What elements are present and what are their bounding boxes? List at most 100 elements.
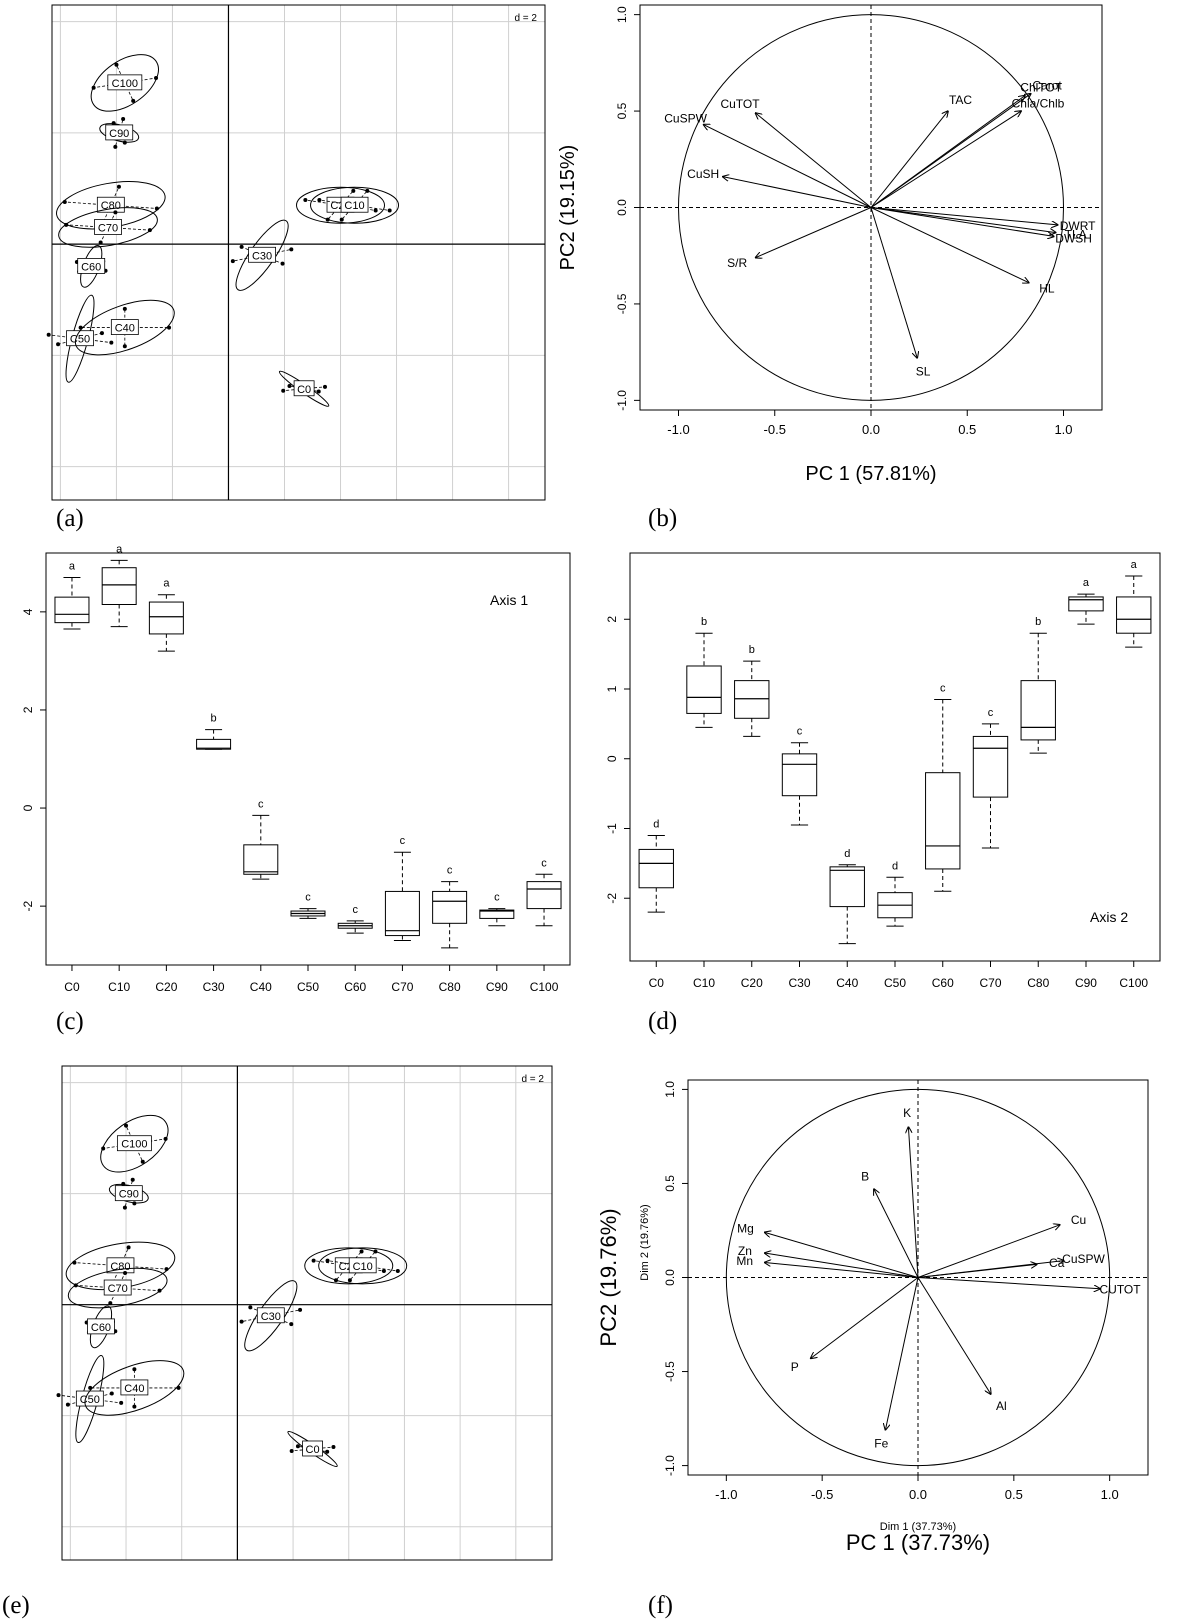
sample-point: [88, 1385, 93, 1390]
significance-letter: a: [116, 543, 123, 555]
sample-point: [123, 1270, 128, 1275]
significance-letter: b: [701, 616, 707, 628]
variable-label: DWSH: [1055, 232, 1092, 246]
loading-arrow: [811, 1277, 919, 1359]
scale-label: d = 2: [514, 13, 537, 24]
group-label-box: [114, 1185, 143, 1202]
spoke-line: [283, 388, 305, 392]
group-label: C40: [124, 1383, 144, 1395]
x-tick-label: C100: [1119, 976, 1148, 990]
sample-point: [163, 1136, 168, 1141]
sample-point: [154, 206, 159, 211]
variable-label: HL: [1039, 282, 1055, 296]
variable-label: TLA: [1065, 227, 1087, 241]
group-label: C30: [261, 1311, 281, 1323]
sample-point: [140, 1159, 145, 1164]
y-axis-label: PC2 (19.76%): [596, 1208, 621, 1346]
loading-arrow: [870, 207, 917, 358]
box-body: [432, 890, 468, 924]
sample-point: [131, 98, 136, 103]
panel-label-c: (c): [56, 1008, 84, 1035]
box-body: [196, 738, 232, 750]
box-body: [148, 601, 184, 635]
x-axis-sublabel: Dim 1 (37.73%): [880, 1521, 956, 1533]
x-tick-label: -0.5: [811, 1487, 833, 1502]
sample-point: [154, 76, 159, 81]
sample-point: [387, 208, 392, 213]
significance-letter: b: [1035, 616, 1041, 628]
sample-point: [122, 344, 127, 349]
x-tick-label: C20: [155, 980, 177, 994]
variable-label: Fe: [874, 1437, 888, 1451]
x-axis-label: PC 1 (57.81%): [805, 463, 936, 485]
group-label-box: [110, 319, 139, 335]
spoke-line: [125, 1125, 135, 1144]
sample-point: [298, 1307, 303, 1312]
variable-label: S/R: [727, 256, 747, 270]
sample-point: [101, 1146, 106, 1151]
x-tick-label: C80: [439, 980, 461, 994]
box-body: [479, 909, 515, 919]
sample-point: [64, 222, 69, 227]
loading-arrow: [870, 207, 1058, 225]
spoke-line: [124, 82, 134, 102]
group-label-box: [116, 1135, 152, 1152]
box-body: [638, 848, 674, 889]
group-label-box: [248, 246, 276, 263]
sample-point: [99, 331, 104, 336]
x-tick-label: C10: [108, 980, 130, 994]
spoke-line: [340, 190, 354, 206]
loading-arrow: [765, 1262, 919, 1278]
spoke-line: [120, 1247, 129, 1266]
x-tick-label: C50: [884, 976, 906, 990]
y-tick-label: 1: [605, 685, 619, 692]
y-tick-label: 0.5: [615, 102, 629, 119]
sample-point: [230, 259, 235, 264]
loading-arrow: [765, 1253, 919, 1278]
group-label: C30: [252, 250, 272, 262]
sample-point: [157, 1288, 162, 1293]
spoke-line: [354, 190, 368, 206]
significance-letter: c: [305, 892, 311, 904]
y-tick-label: -1.0: [615, 390, 629, 411]
variable-label: K: [903, 1106, 911, 1120]
group-label: C60: [91, 1322, 111, 1334]
sample-point: [62, 199, 67, 204]
variable-label: TAC: [949, 93, 972, 107]
variable-label: Chla/Chlb: [1012, 97, 1065, 111]
loading-arrow: [765, 1232, 919, 1278]
group-ellipse: [74, 299, 175, 356]
sample-point: [114, 62, 119, 67]
panel-label-a: (a): [56, 505, 84, 532]
y-tick-label: 0.0: [615, 199, 629, 216]
loading-arrow: [756, 207, 872, 258]
y-tick-label: -2: [21, 900, 35, 911]
sample-point: [395, 1269, 400, 1274]
group-label-box: [256, 1307, 285, 1324]
box-body: [829, 866, 865, 908]
x-tick-label: -1.0: [667, 422, 689, 437]
sample-point: [280, 261, 285, 266]
sample-point: [239, 244, 244, 249]
variable-label: Al: [996, 1399, 1007, 1413]
y-tick-label: 0: [605, 755, 619, 762]
x-tick-label: C90: [1075, 976, 1097, 990]
sample-point: [325, 1449, 330, 1454]
sample-point: [164, 1267, 169, 1272]
group-label-box: [120, 1379, 149, 1396]
sample-point: [316, 389, 321, 394]
variable-label: Mg: [737, 1221, 754, 1235]
group-label-box: [302, 1440, 323, 1457]
sample-point: [325, 1258, 330, 1263]
variable-label: CuSH: [687, 167, 719, 181]
sample-point: [124, 1123, 129, 1128]
sample-point: [91, 85, 96, 90]
sample-point: [132, 1404, 137, 1409]
y-tick-label: 1.0: [615, 6, 629, 23]
sample-point: [108, 1301, 113, 1306]
sample-point: [303, 197, 308, 202]
box-body: [1068, 596, 1104, 612]
plot-frame: [61, 1065, 553, 1561]
sample-point: [122, 306, 127, 311]
box-body: [101, 567, 137, 606]
